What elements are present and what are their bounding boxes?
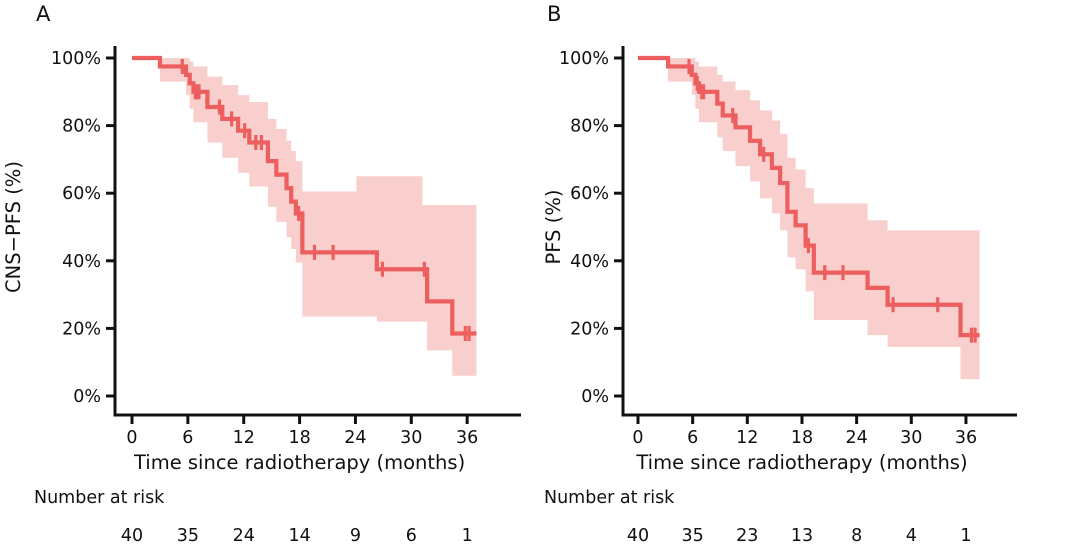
risk-count: 24 bbox=[233, 526, 255, 546]
y-tick-label: 20% bbox=[570, 319, 609, 339]
y-tick-label: 80% bbox=[62, 117, 101, 137]
x-tick-label: 36 bbox=[456, 428, 478, 448]
x-tick-label: 0 bbox=[126, 428, 137, 448]
y-tick-label: 80% bbox=[570, 117, 609, 137]
x-axis-title: Time since radiotherapy (months) bbox=[635, 451, 967, 474]
risk-count: 8 bbox=[851, 526, 862, 546]
x-tick-label: 30 bbox=[400, 428, 422, 448]
risk-count: 35 bbox=[682, 526, 704, 546]
risk-count: 1 bbox=[462, 526, 473, 546]
risk-table-label: Number at risk bbox=[34, 488, 165, 508]
km-chart-cns-pfs: 100% 80% 60% 40% 20% 0% 0 6 12 18 24 30 36 Time since… bbox=[2, 46, 521, 546]
panel-label-b: B bbox=[547, 2, 562, 26]
y-tick-label: 100% bbox=[559, 49, 609, 69]
y-tick-label: 0% bbox=[73, 387, 101, 407]
confidence-band bbox=[159, 58, 477, 376]
km-panel-pfs: B 100% 80% 60% 40% 20% 0% 0 6 12 18 24 30 36 Time sin… bbox=[540, 0, 1080, 551]
risk-table-label: Number at risk bbox=[544, 488, 675, 508]
x-tick-label: 30 bbox=[900, 428, 922, 448]
y-axis-title: CNS−PFS (%) bbox=[2, 161, 25, 293]
confidence-band bbox=[668, 58, 980, 380]
survival-curve bbox=[132, 55, 477, 336]
risk-count: 23 bbox=[736, 526, 758, 546]
risk-count: 13 bbox=[791, 526, 813, 546]
x-tick-label: 0 bbox=[632, 428, 643, 448]
x-tick-label: 24 bbox=[845, 428, 867, 448]
x-axis-title: Time since radiotherapy (months) bbox=[133, 451, 465, 474]
panel-label-a: A bbox=[36, 2, 51, 26]
y-tick-label: 60% bbox=[570, 184, 609, 204]
x-tick-label: 6 bbox=[687, 428, 698, 448]
risk-count: 35 bbox=[177, 526, 199, 546]
risk-count: 4 bbox=[906, 526, 917, 546]
y-tick-label: 40% bbox=[570, 252, 609, 272]
x-tick-label: 24 bbox=[344, 428, 366, 448]
risk-count: 40 bbox=[627, 526, 649, 546]
y-tick-label: 40% bbox=[62, 252, 101, 272]
x-tick-label: 12 bbox=[736, 428, 758, 448]
y-tick-label: 100% bbox=[51, 49, 101, 69]
risk-count: 40 bbox=[121, 526, 143, 546]
y-tick-label: 20% bbox=[62, 319, 101, 339]
risk-count: 6 bbox=[406, 526, 417, 546]
y-tick-label: 0% bbox=[581, 387, 609, 407]
km-panel-cns-pfs: A 100% 80% 60% 40% 20% 0% 0 6 12 18 24 30 36 Time sin… bbox=[2, 2, 521, 546]
risk-count: 14 bbox=[288, 526, 310, 546]
x-tick-label: 18 bbox=[288, 428, 310, 448]
y-axis-title: PFS (%) bbox=[542, 190, 565, 265]
y-tick-label: 60% bbox=[62, 184, 101, 204]
x-tick-label: 18 bbox=[791, 428, 813, 448]
risk-count: 1 bbox=[960, 526, 971, 546]
x-tick-label: 6 bbox=[182, 428, 193, 448]
risk-count: 9 bbox=[350, 526, 361, 546]
x-tick-label: 12 bbox=[233, 428, 255, 448]
x-tick-label: 36 bbox=[955, 428, 977, 448]
